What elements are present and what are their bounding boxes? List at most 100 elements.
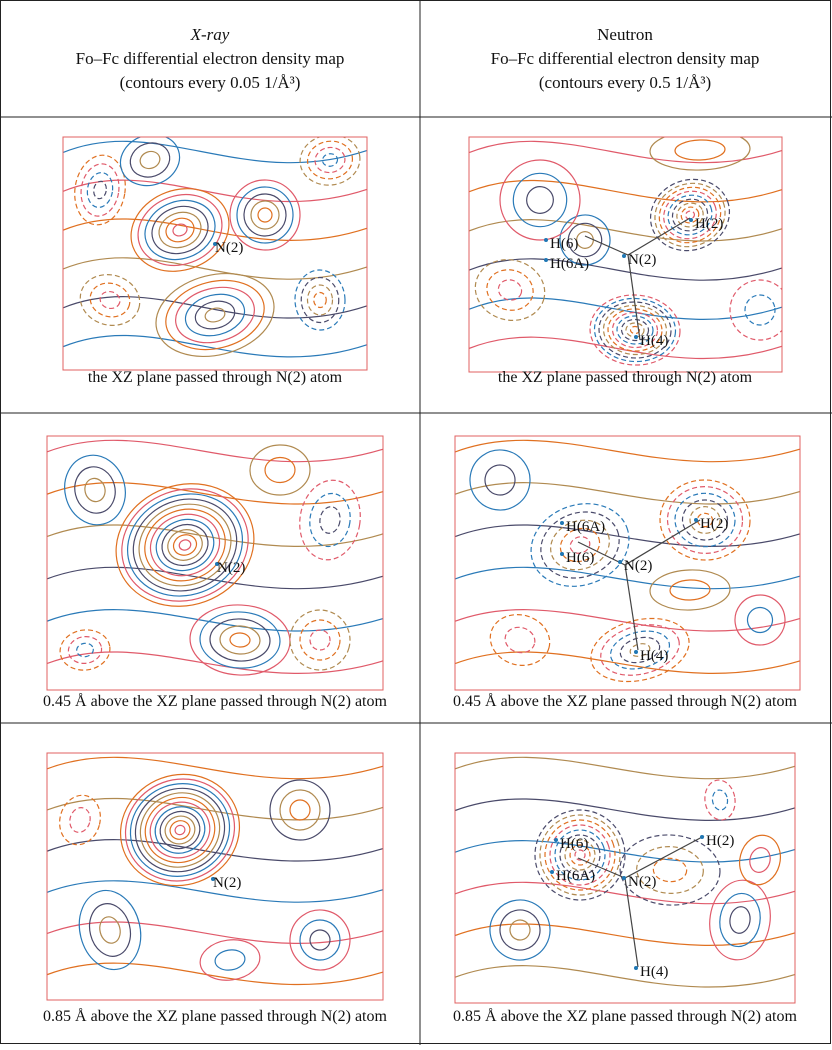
contour: [732, 592, 788, 648]
contour: [494, 154, 586, 246]
contour: [309, 929, 332, 952]
contour: [171, 532, 200, 559]
atom: [622, 254, 626, 258]
header-line: Neutron: [597, 25, 653, 44]
atom-label: H(2): [695, 216, 723, 232]
caption: the XZ plane passed through N(2) atom: [498, 369, 753, 386]
contour: [75, 268, 146, 332]
contour-map: [445, 757, 805, 987]
contour: [484, 894, 557, 967]
contour-map: [37, 757, 393, 984]
atom: [694, 518, 698, 522]
atom-label: H(6A): [550, 256, 589, 272]
atom-label: N(2): [215, 240, 243, 256]
contour: [747, 845, 773, 874]
contour: [214, 948, 246, 972]
contour: [97, 915, 123, 946]
contour: [57, 449, 132, 531]
contour: [258, 208, 273, 223]
atom-label: H(4): [640, 964, 668, 980]
contour: [445, 757, 805, 778]
bond: [625, 565, 638, 650]
contour: [702, 778, 737, 822]
contour: [313, 292, 326, 307]
contour: [728, 905, 752, 934]
header-line: X-ray: [190, 25, 230, 44]
contour: [496, 906, 544, 954]
contour: [279, 789, 321, 831]
atom-label: H(6A): [566, 519, 605, 535]
atom: [550, 870, 554, 874]
contour-map: [37, 440, 393, 677]
atom-label: N(2): [628, 874, 656, 890]
atom: [554, 838, 558, 842]
contour: [318, 505, 342, 534]
atom-label: H(6): [550, 236, 578, 252]
bond: [628, 218, 690, 255]
contour: [70, 152, 130, 229]
contour: [119, 175, 240, 284]
contour: [37, 757, 393, 778]
header-line: Fo–Fc differential electron density map: [76, 49, 345, 68]
header-line: (contours every 0.5 1/Å³): [539, 73, 711, 92]
atom-label: H(2): [706, 833, 734, 849]
atom-label: H(2): [700, 516, 728, 532]
contour: [482, 265, 537, 316]
contour: [92, 180, 107, 199]
contour: [459, 180, 792, 201]
atom: [560, 521, 564, 525]
contour: [670, 579, 711, 600]
contour: [294, 476, 366, 564]
caption: 0.85 Å above the XZ plane passed through…: [43, 1007, 387, 1025]
contour-map: [459, 128, 794, 367]
contour: [657, 184, 723, 246]
caption: 0.85 Å above the XZ plane passed through…: [453, 1007, 797, 1025]
contour: [508, 918, 532, 942]
contour: [230, 632, 251, 647]
atom-label: H(6A): [556, 868, 595, 884]
contour: [167, 818, 192, 842]
contour: [445, 483, 810, 504]
contour: [67, 634, 104, 665]
contour: [126, 138, 175, 183]
header-line: (contours every 0.05 1/Å³): [120, 73, 301, 92]
contour: [138, 149, 162, 171]
contour: [156, 518, 214, 572]
atom: [560, 552, 564, 556]
contour: [174, 824, 187, 836]
contour: [483, 463, 517, 497]
contour: [306, 491, 354, 550]
contour: [77, 161, 122, 219]
contour: [459, 298, 792, 319]
contour: [268, 778, 331, 841]
contour: [746, 606, 774, 634]
header-line: Fo–Fc differential electron density map: [491, 49, 760, 68]
contour: [53, 141, 377, 162]
contour: [649, 128, 750, 171]
caption: 0.45 Å above the XZ plane passed through…: [43, 692, 387, 710]
atom: [618, 560, 622, 564]
atom: [544, 238, 548, 242]
contour: [57, 627, 112, 674]
contour: [128, 183, 232, 277]
contour: [106, 471, 264, 618]
bond: [625, 836, 704, 878]
atom: [634, 650, 638, 654]
contour: [459, 337, 792, 358]
contour: [726, 276, 794, 344]
atom: [634, 335, 638, 339]
contour: [70, 463, 120, 518]
contour: [459, 220, 792, 241]
contour: [86, 279, 133, 322]
contour: [219, 625, 260, 655]
atom-label: N(2): [217, 560, 245, 576]
caption: the XZ plane passed through N(2) atom: [88, 369, 343, 386]
contour: [37, 440, 393, 461]
contour: [445, 440, 810, 461]
contour: [158, 271, 271, 360]
contour: [163, 214, 198, 245]
atom-label: H(6): [566, 550, 594, 566]
atom: [689, 218, 693, 222]
contour: [192, 297, 237, 333]
contour: [711, 789, 729, 811]
